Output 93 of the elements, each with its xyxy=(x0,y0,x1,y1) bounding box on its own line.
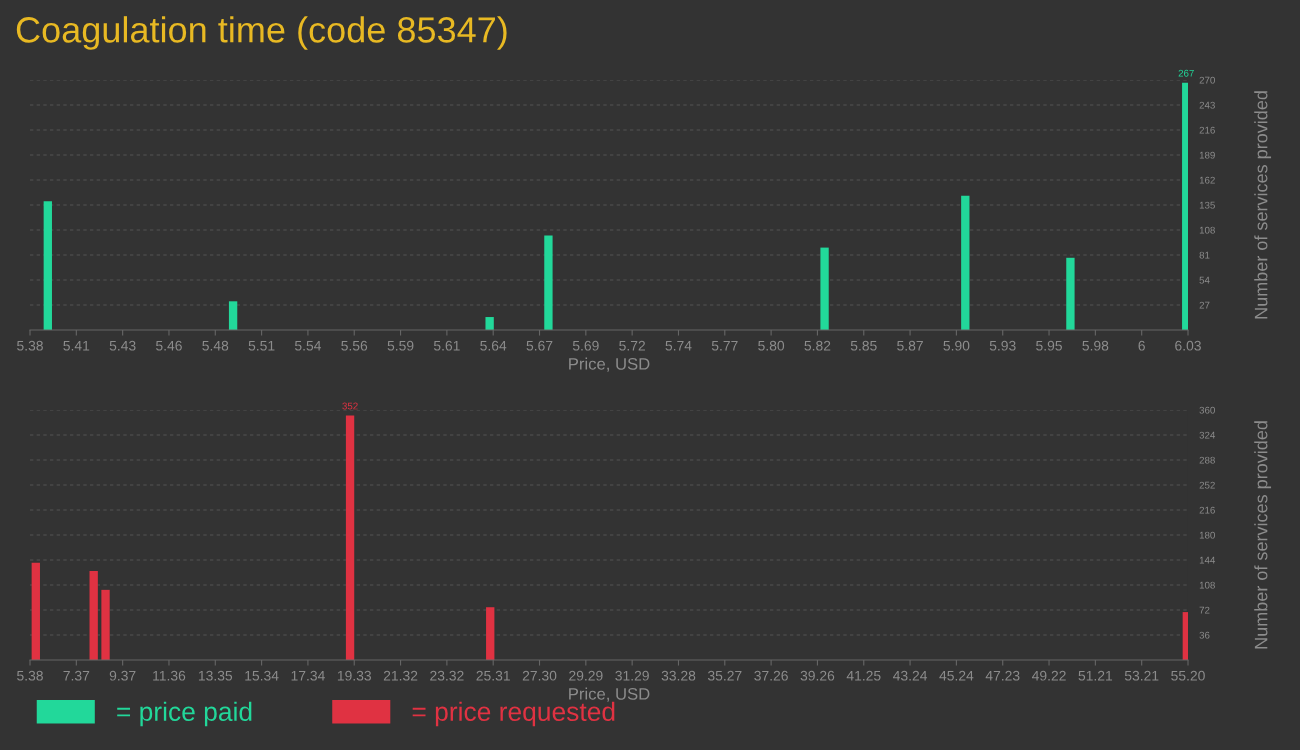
x-tick-label: 5.74 xyxy=(665,340,692,351)
x-tick-label: 5.38 xyxy=(17,340,43,351)
bar xyxy=(544,235,553,330)
x-tick-label: 45.24 xyxy=(939,670,974,681)
x-tick-label: 5.61 xyxy=(433,340,460,351)
bar xyxy=(31,562,40,660)
x-tick-label: 5.93 xyxy=(989,340,1016,351)
y-tick-label: 162 xyxy=(1199,176,1215,184)
bar xyxy=(485,317,494,330)
x-tick-label: 11.36 xyxy=(153,670,186,681)
x-tick-label: 5.69 xyxy=(572,340,599,351)
x-tick-label: 19.33 xyxy=(337,670,372,681)
x-tick-label: 31.29 xyxy=(615,670,649,681)
x-tick-label: 39.26 xyxy=(800,670,835,681)
x-tick-label: 5.54 xyxy=(294,340,322,351)
x-tick-label: 9.37 xyxy=(109,670,136,681)
bar xyxy=(89,571,98,660)
y-tick-label: 324 xyxy=(1199,431,1216,439)
chart-title: Coagulation time (code 85347) xyxy=(16,16,507,50)
x-tick-label: 29.29 xyxy=(569,670,603,681)
y-tick-label: 270 xyxy=(1199,76,1215,84)
y-tick-label: 108 xyxy=(1199,581,1215,589)
bar xyxy=(101,589,110,660)
x-tick-label: 5.98 xyxy=(1082,340,1109,351)
y-tick-label: 243 xyxy=(1199,101,1215,109)
x-tick-label: 5.67 xyxy=(526,340,553,351)
x-tick-label: 55.20 xyxy=(1171,670,1205,681)
x-tick-label: 5.87 xyxy=(897,340,923,351)
x-tick-label: 47.23 xyxy=(985,670,1020,681)
x-tick-label: 51.21 xyxy=(1078,670,1113,681)
bar xyxy=(228,301,238,330)
x-tick-label: 41.25 xyxy=(846,670,881,681)
x-tick-label: 5.38 xyxy=(17,670,43,681)
legend-label: = price requested xyxy=(412,701,615,727)
x-tick-label: 5.64 xyxy=(480,340,507,351)
y-tick-label: 135 xyxy=(1199,201,1215,209)
x-tick-label: 5.85 xyxy=(850,340,877,351)
y-tick-label: 360 xyxy=(1199,406,1215,414)
x-tick-label: 53.21 xyxy=(1124,670,1159,681)
y-tick-label: 180 xyxy=(1199,531,1215,539)
data-label: 352 xyxy=(342,402,358,410)
x-tick-label: 37.26 xyxy=(754,670,788,681)
x-tick-label: 5.72 xyxy=(619,340,645,351)
x-tick-label: 6.03 xyxy=(1175,340,1201,351)
y-axis-title: Number of services provided xyxy=(1254,421,1272,649)
data-label: 267 xyxy=(1178,69,1194,77)
x-tick-label: 5.56 xyxy=(341,340,368,351)
bar xyxy=(43,201,52,330)
x-tick-label: 43.24 xyxy=(893,670,928,681)
x-tick-label: 7.37 xyxy=(63,670,90,681)
y-tick-label: 144 xyxy=(1199,556,1216,564)
x-tick-label: 5.77 xyxy=(711,340,738,351)
x-tick-label: 21.32 xyxy=(383,670,418,681)
x-tick-label: 5.90 xyxy=(943,340,970,351)
x-tick-label: 25.31 xyxy=(476,670,510,681)
x-tick-label: 5.48 xyxy=(202,340,229,351)
x-tick-label: 5.41 xyxy=(63,340,90,351)
x-tick-label: 33.28 xyxy=(661,670,696,681)
x-tick-label: 5.59 xyxy=(387,340,414,351)
x-tick-label: 13.35 xyxy=(198,670,233,681)
x-axis-title: Price, USD xyxy=(569,357,650,372)
x-tick-label: 5.82 xyxy=(804,340,831,351)
x-tick-label: 23.32 xyxy=(430,670,464,681)
x-tick-label: 5.80 xyxy=(758,340,785,351)
x-tick-label: 17.34 xyxy=(291,670,325,681)
y-tick-label: 36 xyxy=(1199,631,1210,639)
y-tick-label: 288 xyxy=(1199,456,1215,464)
y-tick-label: 252 xyxy=(1199,481,1215,489)
x-tick-label: 5.95 xyxy=(1036,340,1062,351)
y-tick-label: 54 xyxy=(1199,276,1210,284)
x-axis-title: Price, USD xyxy=(569,687,650,702)
x-tick-label: 5.51 xyxy=(248,340,275,351)
y-tick-label: 72 xyxy=(1199,606,1210,614)
legend-label: = price paid xyxy=(117,701,252,727)
y-tick-label: 27 xyxy=(1199,301,1210,309)
bar xyxy=(820,247,829,330)
x-tick-label: 5.46 xyxy=(156,340,182,351)
bar xyxy=(345,415,355,660)
x-tick-label: 49.22 xyxy=(1031,670,1066,681)
y-axis-title: Number of services provided xyxy=(1254,91,1272,319)
x-tick-label: 5.43 xyxy=(109,340,136,351)
y-tick-label: 81 xyxy=(1199,251,1210,259)
x-tick-label: 27.30 xyxy=(522,670,557,681)
y-tick-label: 216 xyxy=(1199,126,1215,134)
y-tick-label: 108 xyxy=(1199,226,1215,234)
bar xyxy=(1066,257,1075,330)
y-tick-label: 216 xyxy=(1199,506,1215,514)
y-tick-label: 189 xyxy=(1199,151,1215,159)
bar xyxy=(486,607,495,660)
bar xyxy=(961,195,970,330)
x-tick-label: 6 xyxy=(1138,340,1145,351)
x-tick-label: 15.34 xyxy=(245,670,279,681)
x-tick-label: 35.27 xyxy=(707,670,742,681)
